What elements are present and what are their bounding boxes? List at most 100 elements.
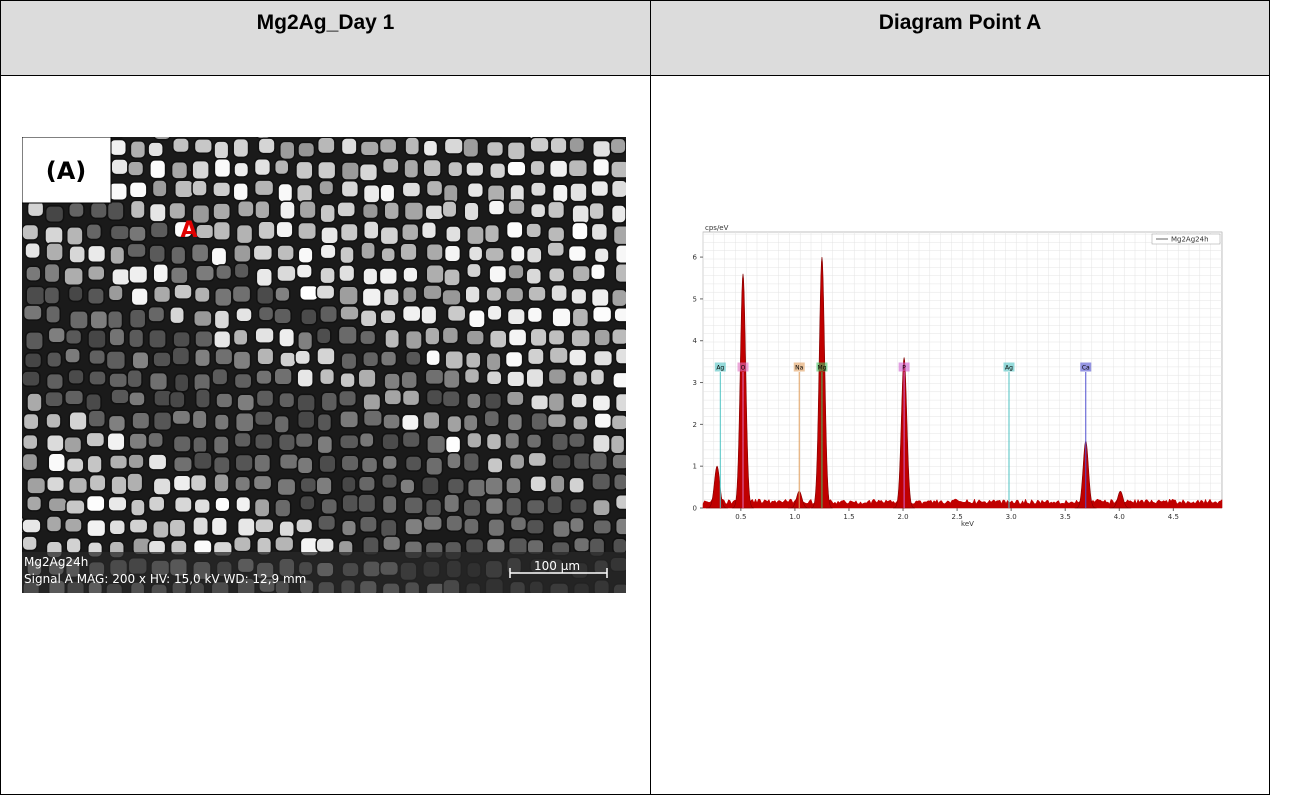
sem-grain: [593, 520, 611, 534]
sem-grain: [507, 414, 522, 431]
sem-grain: [129, 392, 145, 406]
sem-grain: [234, 162, 248, 177]
sem-grain: [403, 267, 418, 282]
sem-grain: [402, 224, 419, 241]
sem-grain: [485, 225, 500, 243]
sem-grain: [379, 268, 397, 284]
sem-grain: [216, 393, 233, 408]
sem-grain: [612, 329, 626, 345]
sem-grain: [279, 328, 295, 347]
sem-grain: [234, 263, 249, 278]
sem-grain: [467, 183, 483, 198]
sem-grain: [214, 141, 229, 159]
sem-grain: [46, 306, 60, 324]
sem-grain: [150, 373, 168, 391]
sem-grain: [275, 287, 290, 301]
sem-grain: [384, 373, 400, 390]
sem-grain: [109, 328, 124, 345]
sem-grain: [572, 266, 590, 282]
sem-grain: [68, 370, 84, 385]
sem-grain: [487, 538, 506, 553]
header-cell: Diagram Point A: [650, 0, 1270, 76]
sem-grain: [86, 394, 101, 411]
sem-grain: [277, 245, 294, 261]
sem-grain: [192, 410, 206, 428]
sem-grain: [298, 142, 314, 157]
sem-grain: [570, 183, 587, 202]
sem-grain: [508, 265, 524, 279]
sem-grain: [402, 182, 420, 197]
sem-grain: [108, 311, 123, 329]
sem-grain: [548, 201, 565, 218]
sem-grain: [463, 138, 479, 157]
element-label: Na: [795, 365, 803, 372]
sem-grain: [341, 455, 359, 471]
sem-grain: [110, 225, 129, 239]
sem-grain: [129, 329, 144, 347]
sem-grain: [69, 286, 83, 301]
header: Diagram Point A: [879, 11, 1042, 34]
sem-grain: [340, 306, 359, 320]
sem-grain: [528, 452, 546, 466]
y-tick-label: 5: [693, 295, 697, 303]
sem-grain: [548, 393, 564, 412]
sem-grain: [297, 457, 312, 474]
sem-grain: [360, 310, 376, 327]
sem-grain: [214, 474, 229, 492]
sem-grain: [427, 180, 443, 196]
sem-grain: [423, 140, 437, 156]
sem-grain: [381, 351, 397, 366]
sem-grain: [422, 222, 437, 239]
sem-grain: [149, 245, 165, 262]
sem-grain: [298, 411, 315, 428]
sem-grain: [612, 180, 626, 197]
element-label: Mg: [817, 365, 826, 372]
sem-grain: [173, 138, 189, 153]
sem-grain: [238, 201, 254, 217]
element-label: P: [902, 365, 906, 372]
sem-grain: [44, 287, 59, 304]
sem-grain: [212, 369, 228, 385]
sem-grain: [426, 244, 443, 261]
sem-grain: [236, 308, 252, 322]
sem-grain: [486, 353, 501, 371]
sem-grain: [340, 247, 354, 264]
sem-grain: [27, 478, 45, 494]
sem-grain: [256, 370, 272, 384]
sem-grain: [406, 331, 422, 350]
sem-grain: [401, 371, 417, 388]
sem-grain: [47, 516, 62, 532]
sem-grain: [173, 332, 190, 348]
sem-grain: [613, 538, 626, 554]
sem-grain: [464, 415, 478, 431]
sem-grain: [614, 308, 626, 322]
sem-grain: [384, 389, 401, 404]
sem-grain: [153, 352, 171, 367]
sem-grain: [318, 137, 335, 153]
sem-grain: [130, 309, 146, 328]
sem-grain: [109, 373, 127, 388]
sem-grain: [486, 433, 501, 450]
sem-grain: [465, 369, 480, 384]
x-tick-label: 1.0: [789, 513, 800, 521]
sem-grain: [405, 518, 423, 534]
sem-grain: [550, 475, 565, 493]
sem-grain: [506, 477, 521, 493]
sem-grain: [196, 389, 210, 408]
sem-grain: [195, 331, 213, 347]
sem-grain: [46, 243, 63, 261]
sem-grain: [295, 350, 310, 364]
sem-grain: [235, 455, 253, 472]
sem-grain: [150, 222, 168, 238]
x-tick-label: 4.5: [1168, 513, 1179, 521]
sem-grain: [89, 371, 106, 385]
sem-grain: [380, 138, 397, 153]
sem-grain: [23, 435, 38, 450]
sem-grain: [487, 458, 502, 473]
sem-grain: [548, 227, 565, 242]
sem-grain: [86, 224, 101, 240]
sem-grain: [591, 223, 607, 240]
sem-grain: [341, 181, 358, 197]
sem-grain: [526, 268, 541, 284]
header-cell: Mg2Ag_Day 1: [0, 0, 651, 76]
